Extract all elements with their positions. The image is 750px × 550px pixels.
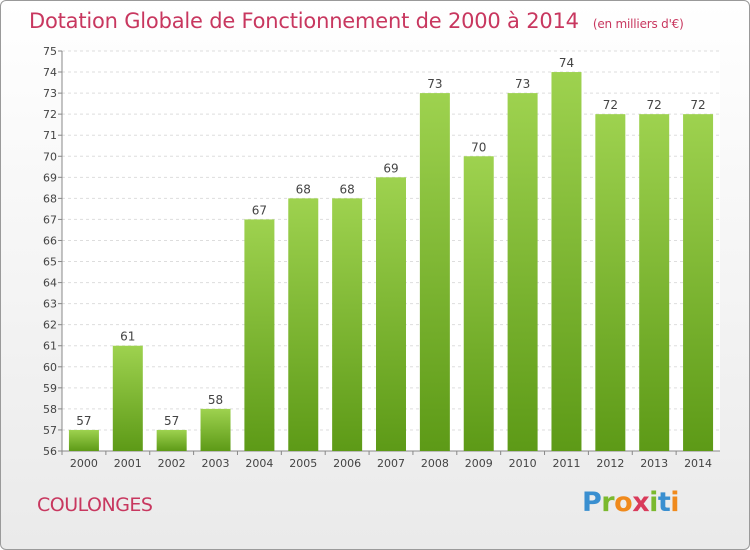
bar <box>595 114 626 451</box>
bar-value-label: 67 <box>252 203 267 217</box>
bar-value-label: 73 <box>427 77 442 91</box>
y-tick-label: 63 <box>43 298 57 311</box>
bar <box>156 429 187 451</box>
y-tick-label: 59 <box>43 382 57 395</box>
y-tick-label: 72 <box>43 108 57 121</box>
y-tick-label: 65 <box>43 256 57 269</box>
bar-value-label: 69 <box>383 161 398 175</box>
x-tick-label: 2009 <box>465 457 493 470</box>
y-tick-label: 61 <box>43 340 57 353</box>
bar <box>332 198 363 451</box>
bar-value-label: 74 <box>559 56 574 70</box>
y-tick-label: 68 <box>43 192 57 205</box>
x-tick-label: 2005 <box>289 457 317 470</box>
x-tick-label: 2008 <box>421 457 449 470</box>
y-tick-label: 70 <box>43 150 57 163</box>
x-tick-label: 2004 <box>245 457 273 470</box>
y-tick-label: 57 <box>43 424 57 437</box>
bar-value-label: 68 <box>339 182 354 196</box>
x-tick-label: 2006 <box>333 457 361 470</box>
y-tick-label: 74 <box>43 66 57 79</box>
bar <box>419 93 450 452</box>
bar <box>244 219 275 451</box>
x-tick-label: 2012 <box>596 457 624 470</box>
bar <box>551 72 582 451</box>
chart-title-text: Dotation Globale de Fonctionnement de 20… <box>29 9 579 33</box>
x-tick-label: 2013 <box>640 457 668 470</box>
x-tick-label: 2001 <box>114 457 142 470</box>
y-tick-label: 62 <box>43 319 57 332</box>
bar-value-label: 61 <box>120 330 135 344</box>
y-tick-label: 71 <box>43 129 57 142</box>
chart-subtitle: (en milliers d'€) <box>592 17 684 31</box>
chart-title: Dotation Globale de Fonctionnement de 20… <box>29 9 684 33</box>
bar <box>200 408 231 451</box>
x-tick-label: 2010 <box>509 457 537 470</box>
y-tick-label: 73 <box>43 87 57 100</box>
x-tick-label: 2002 <box>158 457 186 470</box>
bar-value-label: 70 <box>471 140 486 154</box>
y-tick-label: 69 <box>43 171 57 184</box>
y-tick-label: 66 <box>43 234 57 247</box>
y-tick-label: 60 <box>43 361 57 374</box>
bar-value-label: 58 <box>208 393 223 407</box>
bar-value-label: 68 <box>296 182 311 196</box>
bar <box>507 93 538 452</box>
x-tick-label: 2000 <box>70 457 98 470</box>
bar-value-label: 57 <box>76 414 91 428</box>
bar <box>68 429 99 451</box>
proxiti-logo: Proxiti <box>582 487 680 518</box>
y-tick-label: 64 <box>43 277 57 290</box>
bar <box>463 156 494 451</box>
bar-value-label: 73 <box>515 77 530 91</box>
bar <box>112 345 143 451</box>
y-tick-label: 56 <box>43 445 57 458</box>
bar-value-label: 72 <box>603 98 618 112</box>
bar <box>683 114 714 451</box>
y-tick-label: 58 <box>43 403 57 416</box>
x-tick-label: 2011 <box>552 457 580 470</box>
x-tick-label: 2014 <box>684 457 712 470</box>
bar-value-label: 72 <box>690 98 705 112</box>
bar-value-label: 72 <box>647 98 662 112</box>
y-tick-label: 67 <box>43 213 57 226</box>
bar-value-label: 57 <box>164 414 179 428</box>
bar <box>639 114 670 451</box>
x-tick-label: 2003 <box>202 457 230 470</box>
y-tick-label: 75 <box>43 45 57 58</box>
bar <box>288 198 319 451</box>
place-name: COULONGES <box>37 494 153 516</box>
x-tick-label: 2007 <box>377 457 405 470</box>
bar <box>376 177 406 451</box>
